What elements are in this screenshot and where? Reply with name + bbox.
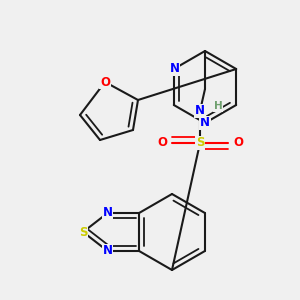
Text: N: N — [195, 104, 205, 118]
Text: N: N — [200, 116, 210, 130]
Text: H: H — [214, 101, 222, 111]
Text: O: O — [233, 136, 243, 149]
Text: O: O — [100, 76, 110, 88]
Text: N: N — [103, 244, 112, 257]
Text: S: S — [79, 226, 87, 238]
Text: N: N — [170, 62, 180, 76]
Text: S: S — [196, 136, 204, 149]
Text: O: O — [157, 136, 167, 149]
Text: N: N — [103, 206, 112, 220]
